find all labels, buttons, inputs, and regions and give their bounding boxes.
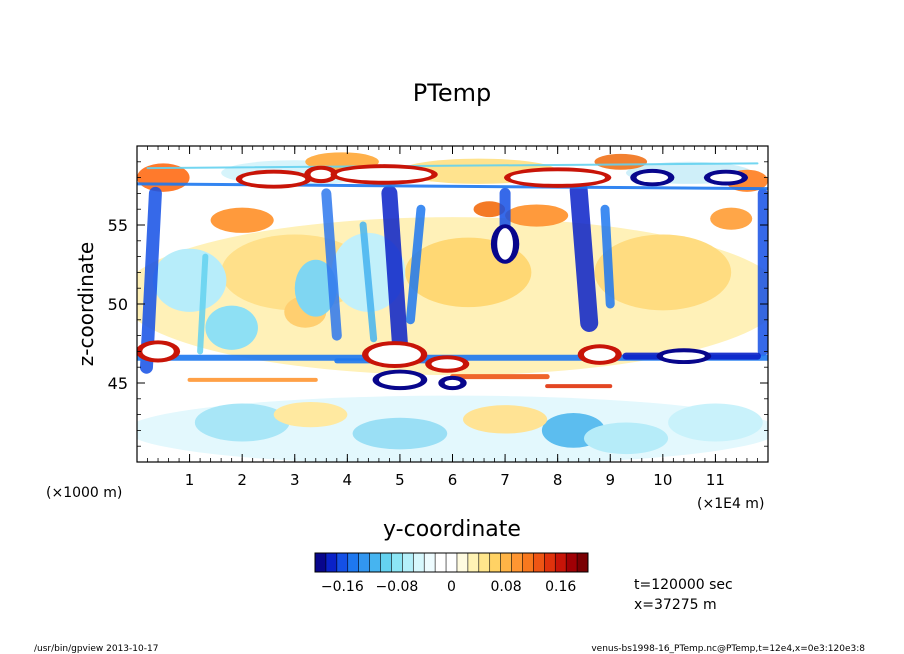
x-tick-label: 5 bbox=[395, 471, 405, 489]
field-cell bbox=[710, 207, 753, 230]
field-cell bbox=[152, 248, 227, 312]
y-axis: 45 50 55 bbox=[108, 161, 768, 447]
colorbar-swatch bbox=[380, 553, 392, 572]
colorbar-swatch bbox=[522, 553, 534, 572]
colorbar-swatch bbox=[467, 553, 480, 572]
field-plume bbox=[139, 186, 162, 374]
field-saturated bbox=[378, 373, 421, 387]
colorbar-swatch bbox=[402, 553, 414, 572]
chart-title: PTemp bbox=[413, 79, 491, 107]
x-axis-label: y-coordinate bbox=[383, 517, 521, 542]
field-cell bbox=[583, 422, 669, 455]
field-band bbox=[137, 182, 768, 191]
field-saturated bbox=[444, 379, 461, 387]
field-saturated bbox=[142, 344, 174, 359]
x-tick-label: 6 bbox=[448, 471, 458, 489]
colorbar-swatch bbox=[544, 553, 556, 572]
field-saturated bbox=[510, 171, 605, 184]
x-tick-label: 3 bbox=[290, 471, 300, 489]
temperature-field bbox=[137, 152, 768, 462]
field-cell bbox=[668, 403, 763, 442]
colorbar-tick-label: 0.16 bbox=[545, 579, 576, 595]
colorbar-swatch bbox=[424, 553, 436, 572]
field-cell bbox=[505, 204, 569, 227]
x-tick-label: 10 bbox=[653, 471, 672, 489]
colorbar-tick-label: −0.16 bbox=[321, 579, 364, 595]
colorbar-swatch bbox=[446, 553, 458, 572]
field-saturated bbox=[310, 169, 332, 180]
field-band bbox=[146, 162, 759, 170]
x-tick-label: 9 bbox=[605, 471, 615, 489]
field-saturated bbox=[710, 173, 742, 182]
x-tick-label: 4 bbox=[343, 471, 353, 489]
colorbar-swatch bbox=[533, 553, 545, 572]
colorbar: −0.16 −0.08 0 0.08 0.16 bbox=[314, 552, 589, 595]
field-saturated bbox=[662, 352, 705, 361]
colorbar-swatch bbox=[336, 553, 349, 572]
x-unit-right: (×1E4 m) bbox=[697, 496, 764, 512]
colorbar-swatch bbox=[369, 553, 381, 572]
colorbar-frame bbox=[314, 552, 589, 573]
x-axis: 1 2 3 4 5 6 7 8 9 10 11 bbox=[147, 146, 769, 489]
colorbar-swatch bbox=[347, 553, 359, 572]
colorbar-swatch bbox=[456, 553, 469, 572]
colorbar-swatch bbox=[478, 553, 491, 572]
colorbar-swatch bbox=[358, 553, 370, 572]
time-annotation: t=120000 sec bbox=[634, 577, 733, 593]
y-tick-label: 55 bbox=[108, 216, 128, 235]
x-tick-label: 1 bbox=[185, 471, 195, 489]
field-cell bbox=[205, 305, 258, 350]
colorbar-swatch bbox=[500, 553, 512, 572]
field-saturated bbox=[242, 173, 306, 185]
field-cell bbox=[194, 403, 290, 442]
field-cell bbox=[594, 153, 648, 170]
colorbar-swatch bbox=[325, 553, 338, 572]
field-cell bbox=[352, 417, 448, 450]
colorbar-tick-label: 0 bbox=[447, 579, 456, 595]
field-plume bbox=[359, 221, 378, 343]
field-cell bbox=[210, 207, 274, 233]
field-plume bbox=[569, 181, 599, 332]
field-saturated bbox=[583, 348, 616, 361]
field-saturated bbox=[431, 359, 464, 369]
field-cell bbox=[273, 401, 348, 428]
colorbar-swatch bbox=[577, 553, 589, 572]
field-saturated bbox=[497, 228, 513, 260]
field-saturated bbox=[336, 168, 432, 181]
field-plume bbox=[405, 204, 426, 325]
footer-left: /usr/bin/gpview 2013-10-17 bbox=[34, 644, 158, 654]
colorbar-swatch bbox=[555, 553, 567, 572]
x-tick-label: 8 bbox=[553, 471, 563, 489]
y-axis-label: z-coordinate bbox=[74, 242, 98, 366]
colorbar-tick-label: 0.08 bbox=[491, 579, 522, 595]
colorbar-swatch bbox=[435, 553, 447, 572]
position-annotation: x=37275 m bbox=[634, 597, 717, 613]
footer-right: venus-bs1998-16_PTemp.nc@PTemp,t=12e4,x=… bbox=[591, 644, 865, 654]
colorbar-swatch bbox=[413, 553, 425, 572]
x-tick-label: 7 bbox=[500, 471, 510, 489]
field-cell bbox=[294, 259, 337, 317]
colorbar-tick-label: −0.08 bbox=[375, 579, 418, 595]
x-tick-label: 11 bbox=[706, 471, 725, 489]
field-saturated bbox=[368, 345, 421, 365]
colorbar-swatch bbox=[566, 553, 578, 572]
colorbar-swatch bbox=[391, 553, 403, 572]
field-cell bbox=[473, 201, 506, 218]
field-cell bbox=[594, 234, 732, 311]
y-tick-label: 45 bbox=[108, 374, 128, 393]
field-plume bbox=[321, 188, 342, 341]
colorbar-swatch bbox=[489, 553, 501, 572]
x-unit-left: (×1000 m) bbox=[46, 485, 122, 501]
field-plume bbox=[600, 204, 615, 309]
field-cell bbox=[463, 405, 548, 434]
field-plume bbox=[197, 253, 209, 355]
y-tick-label: 50 bbox=[108, 295, 128, 314]
colorbar-swatch bbox=[315, 553, 327, 572]
field-plume bbox=[381, 185, 408, 352]
x-tick-label: 2 bbox=[237, 471, 247, 489]
colorbar-swatch bbox=[511, 553, 523, 572]
field-saturated bbox=[636, 172, 669, 183]
